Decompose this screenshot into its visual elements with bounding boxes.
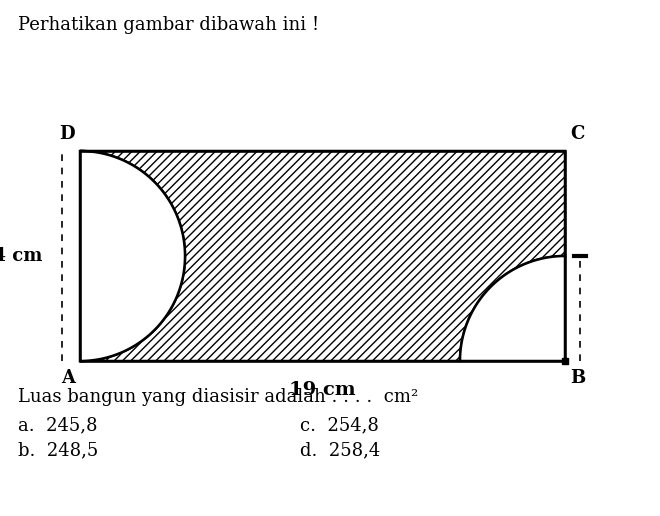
Text: c.  254,8: c. 254,8 <box>300 416 379 434</box>
Text: a.  245,8: a. 245,8 <box>18 416 98 434</box>
Text: Luas bangun yang diasisir adalah . . . .  cm²: Luas bangun yang diasisir adalah . . . .… <box>18 388 418 406</box>
Text: Perhatikan gambar dibawah ini !: Perhatikan gambar dibawah ini ! <box>18 16 319 34</box>
Text: 19 cm: 19 cm <box>289 381 356 399</box>
Text: d.  258,4: d. 258,4 <box>300 441 380 459</box>
Polygon shape <box>460 256 565 361</box>
Text: D: D <box>59 125 75 143</box>
Text: B: B <box>570 369 585 387</box>
Text: A: A <box>61 369 75 387</box>
Bar <box>80 151 565 361</box>
Text: 14 cm: 14 cm <box>0 247 42 265</box>
Polygon shape <box>80 151 185 361</box>
Text: C: C <box>570 125 584 143</box>
Polygon shape <box>80 151 565 361</box>
Text: b.  248,5: b. 248,5 <box>18 441 98 459</box>
